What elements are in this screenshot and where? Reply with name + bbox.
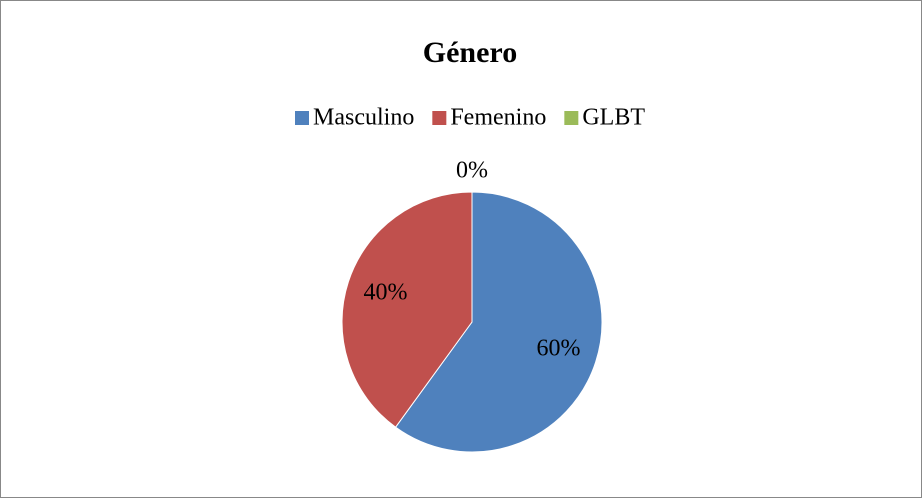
data-label: 40% <box>363 279 407 305</box>
data-label: 0% <box>456 158 488 184</box>
data-label: 60% <box>537 336 581 362</box>
pie-slice <box>394 191 603 453</box>
legend-label: GLBT <box>582 105 645 131</box>
legend-swatch <box>295 111 309 125</box>
legend-label: Masculino <box>313 105 414 131</box>
chart-title: Género <box>423 36 517 69</box>
legend-label: Femenino <box>450 105 546 131</box>
legend-swatch <box>564 111 579 125</box>
pie-slice <box>341 191 473 428</box>
legend-swatch <box>432 111 447 125</box>
